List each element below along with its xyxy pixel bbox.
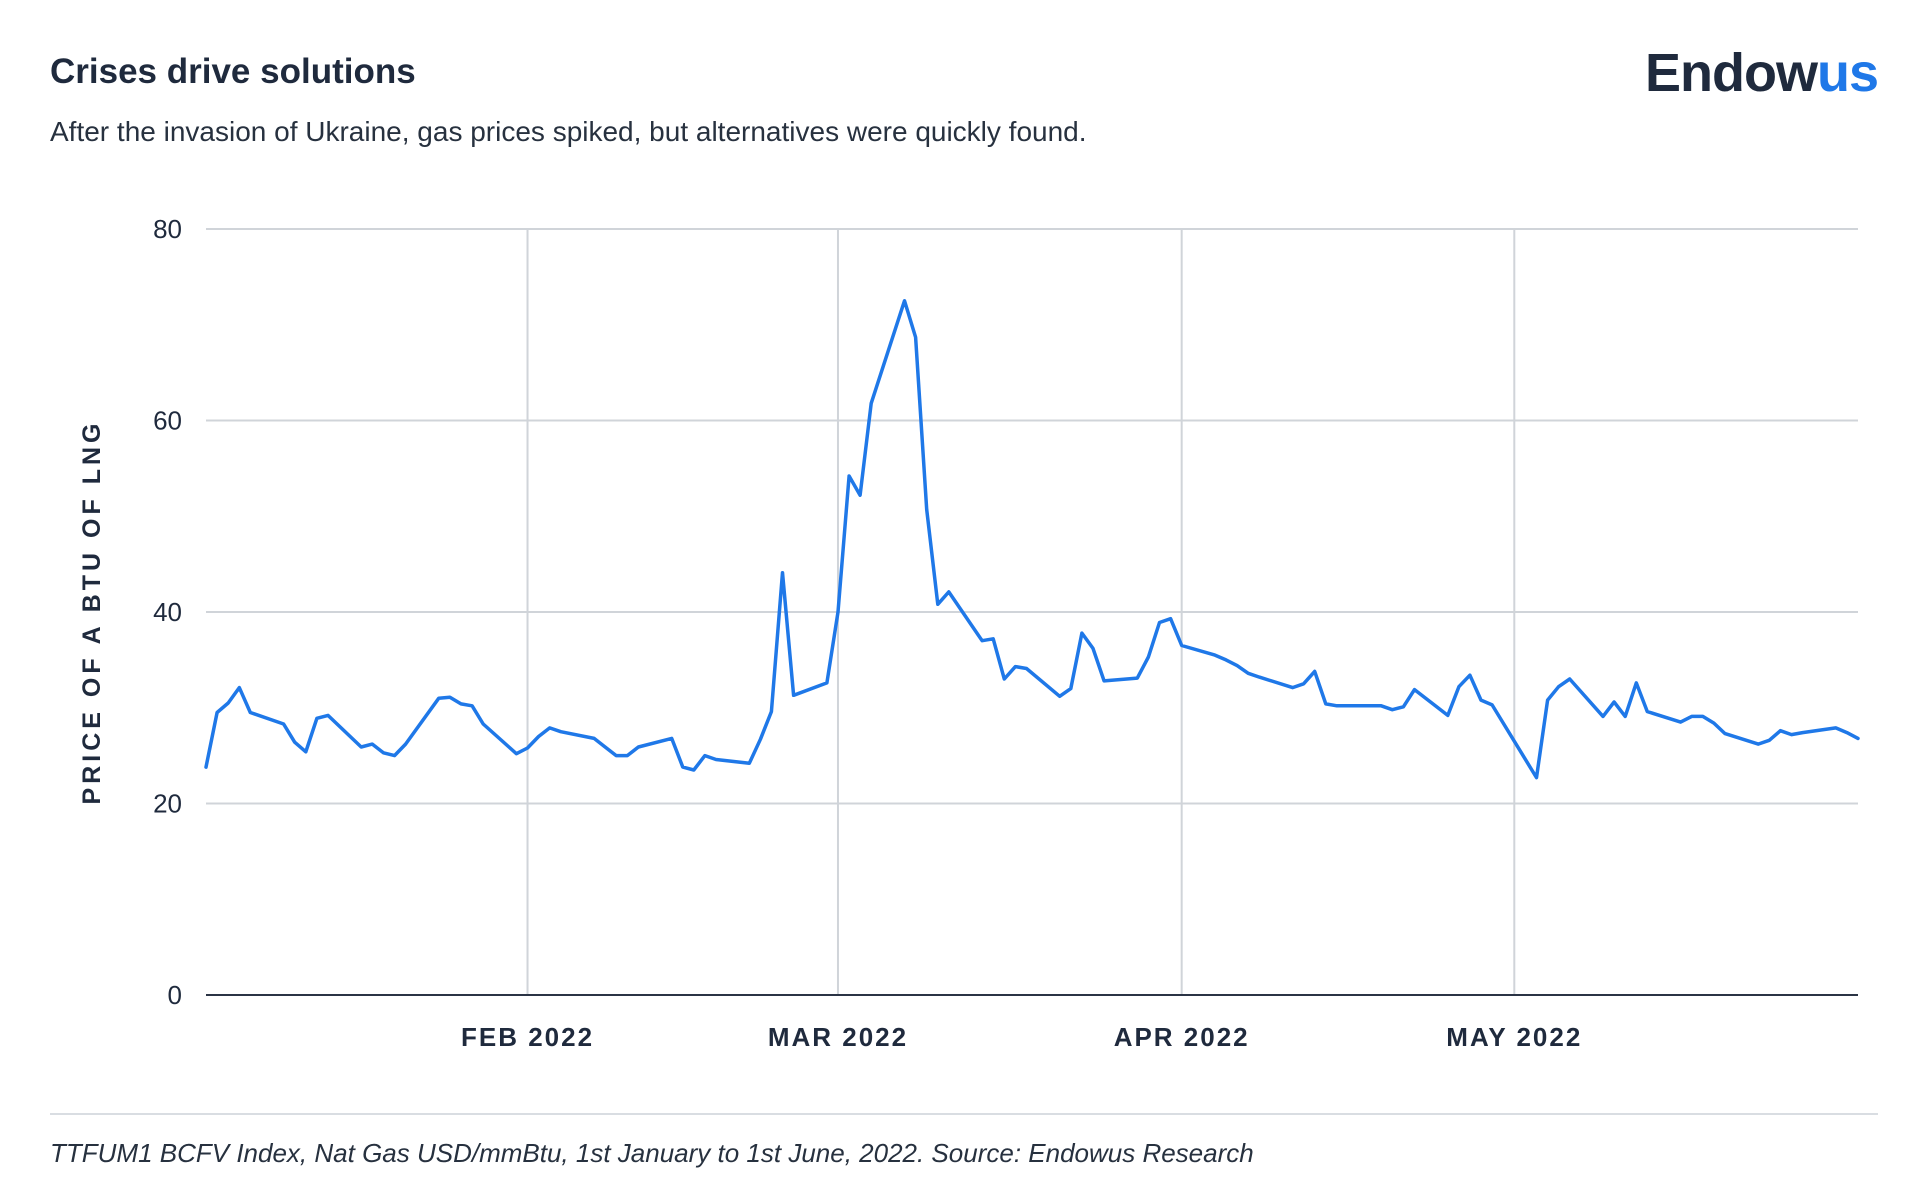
endowus-logo: Endowus: [1644, 42, 1879, 104]
x-tick-label: FEB 2022: [461, 1022, 594, 1052]
grid-lines: [206, 228, 1858, 995]
y-axis-ticks: 0 20 40 60 80: [153, 214, 182, 1010]
y-tick-label: 20: [153, 789, 182, 819]
line-chart: 0 20 40 60 80 FEB 2022 MAR 2022 APR 2022 MAY 20…: [78, 214, 1860, 1052]
source-footnote: TTFUM1 BCFV Index, Nat Gas USD/mmBtu, 1s…: [50, 1138, 1254, 1168]
y-tick-label: 0: [168, 980, 182, 1010]
series-line: [204, 299, 1860, 780]
y-tick-label: 40: [153, 597, 182, 627]
logo-accent-text: us: [1816, 43, 1879, 103]
x-axis-ticks: FEB 2022 MAR 2022 APR 2022 MAY 2022: [461, 1022, 1582, 1052]
chart-subtitle: After the invasion of Ukraine, gas price…: [50, 116, 1087, 147]
chart-title: Crises drive solutions: [50, 52, 416, 91]
logo-main-text: Endow: [1644, 43, 1818, 103]
footer-divider: [50, 1113, 1878, 1115]
x-tick-label: MAR 2022: [768, 1022, 908, 1052]
y-axis-label: PRICE OF A BTU OF LNG: [78, 420, 106, 805]
x-tick-label: APR 2022: [1114, 1022, 1250, 1052]
x-tick-label: MAY 2022: [1446, 1022, 1582, 1052]
y-tick-label: 60: [153, 406, 182, 436]
y-tick-label: 80: [153, 214, 182, 244]
